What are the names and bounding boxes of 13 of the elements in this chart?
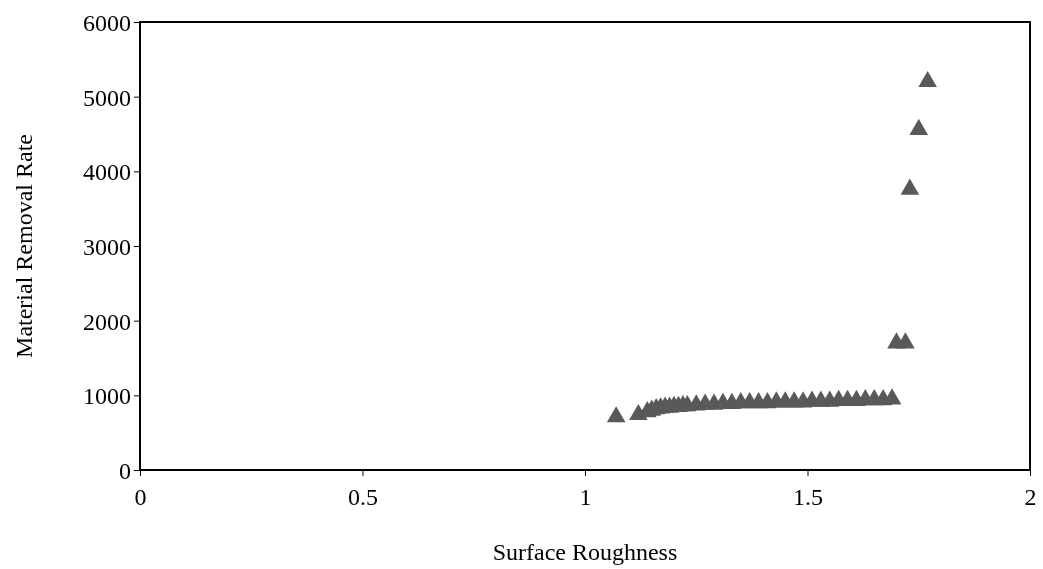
y-tick-label: 5000 [83,84,131,111]
y-tick-label: 3000 [83,233,131,260]
y-tick-label: 6000 [83,9,131,36]
y-axis-title: Material Removal Rate [11,134,37,358]
x-tick-label: 0.5 [348,484,378,511]
y-tick-label: 1000 [83,383,131,410]
y-tick-label: 2000 [83,308,131,335]
x-tick-label: 1.5 [793,484,823,511]
x-axis-title: Surface Roughness [492,539,678,565]
x-tick-label: 1 [579,484,592,511]
y-tick-label: 0 [119,457,131,484]
y-tick-label: 4000 [83,159,131,186]
x-tick-label: 2 [1024,484,1037,511]
